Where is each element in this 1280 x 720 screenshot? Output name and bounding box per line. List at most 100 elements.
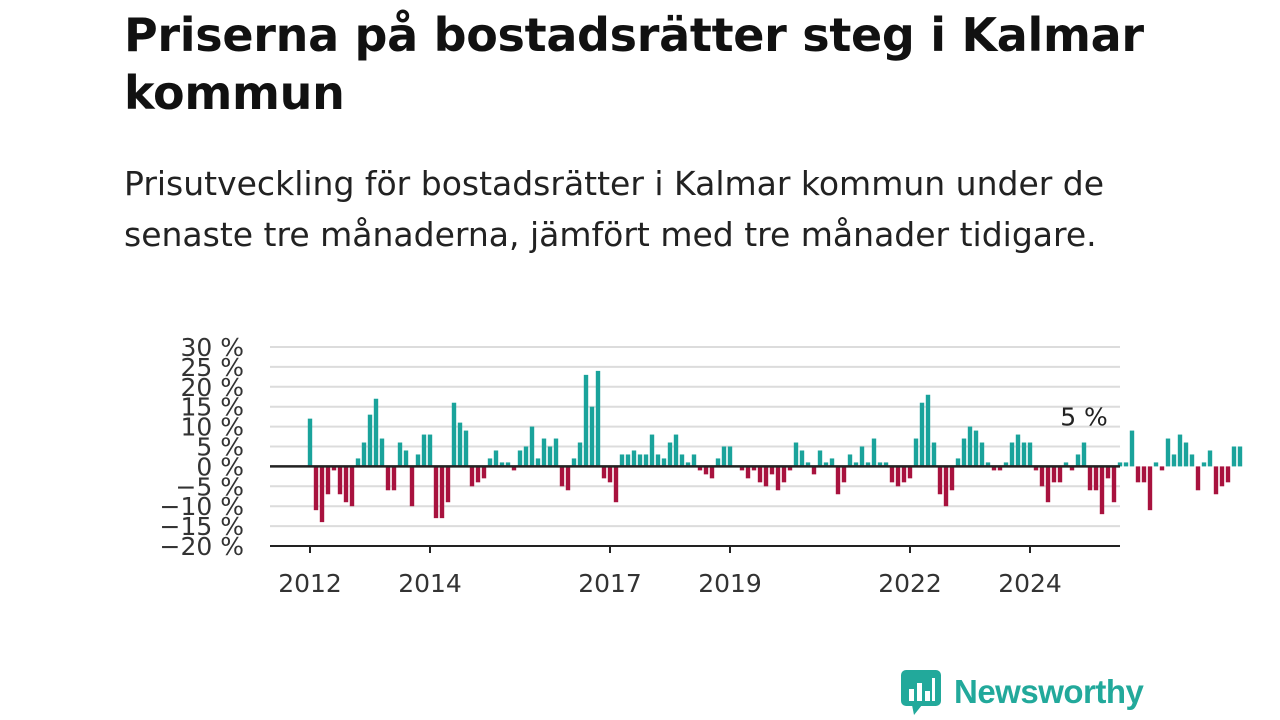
- bar-positive: [667, 442, 673, 467]
- bar-positive: [649, 434, 655, 467]
- bar-positive: [799, 450, 805, 467]
- bar-negative: [325, 466, 331, 495]
- bar-positive: [805, 462, 811, 467]
- bar-positive: [631, 450, 637, 467]
- y-tick-label: 30 %: [180, 333, 244, 362]
- bar-positive: [397, 442, 403, 467]
- bar-positive: [847, 454, 853, 467]
- bar-negative: [469, 466, 475, 487]
- bar-positive: [1117, 462, 1123, 467]
- bar-positive: [535, 458, 541, 467]
- x-tick-label: 2019: [698, 569, 762, 598]
- bar-positive: [877, 462, 883, 467]
- bar-positive: [1015, 434, 1021, 467]
- bar-positive: [403, 450, 409, 467]
- x-tick-label: 2022: [878, 569, 942, 598]
- bar-positive: [865, 462, 871, 467]
- bar-negative: [1099, 466, 1105, 515]
- bar-positive: [451, 402, 457, 467]
- bar-positive: [355, 458, 361, 467]
- bar-positive: [643, 454, 649, 467]
- bar-negative: [763, 466, 769, 487]
- bar-negative: [1045, 466, 1051, 503]
- bar-positive: [871, 438, 877, 467]
- bar-positive: [1237, 446, 1243, 467]
- bar-negative: [313, 466, 319, 511]
- bar-negative: [937, 466, 943, 495]
- bar-negative: [769, 466, 775, 475]
- bar-positive: [1201, 462, 1207, 467]
- bar-positive: [541, 438, 547, 467]
- bar-negative: [385, 466, 391, 491]
- bar-positive: [421, 434, 427, 467]
- bar-positive: [685, 462, 691, 467]
- bar-negative: [709, 466, 715, 479]
- bar-positive: [1123, 462, 1129, 467]
- bar-negative: [901, 466, 907, 483]
- bar-positive: [619, 454, 625, 467]
- bar-positive: [691, 454, 697, 467]
- bar-positive: [1189, 454, 1195, 467]
- bar-positive: [1063, 462, 1069, 467]
- bar-positive: [853, 462, 859, 467]
- bar-negative: [319, 466, 325, 523]
- bar-positive: [547, 446, 553, 467]
- bar-positive: [1153, 462, 1159, 467]
- bar-positive: [427, 434, 433, 467]
- x-tick-label: 2012: [278, 569, 342, 598]
- bar-negative: [1147, 466, 1153, 511]
- bar-positive: [655, 454, 661, 467]
- x-tick-label: 2017: [578, 569, 642, 598]
- bar-positive: [1003, 462, 1009, 467]
- bar-negative: [1141, 466, 1147, 483]
- bar-negative: [745, 466, 751, 479]
- bar-negative: [445, 466, 451, 503]
- bar-negative: [907, 466, 913, 479]
- bar-positive: [967, 426, 973, 467]
- bar-negative: [991, 466, 997, 471]
- bar-positive: [673, 434, 679, 467]
- bar-positive: [829, 458, 835, 467]
- bar-positive: [1009, 442, 1015, 467]
- bar-negative: [1057, 466, 1063, 483]
- bar-negative: [1219, 466, 1225, 487]
- bar-positive: [793, 442, 799, 467]
- bar-positive: [517, 450, 523, 467]
- bar-positive: [1021, 442, 1027, 467]
- bar-positive: [637, 454, 643, 467]
- bar-positive: [961, 438, 967, 467]
- bar-positive: [727, 446, 733, 467]
- bar-negative: [1033, 466, 1039, 471]
- bar-negative: [607, 466, 613, 483]
- bar-negative: [481, 466, 487, 479]
- bar-negative: [841, 466, 847, 483]
- bar-negative: [895, 466, 901, 487]
- bar-positive: [583, 374, 589, 467]
- bar-negative: [1111, 466, 1117, 503]
- bar-negative: [331, 466, 337, 471]
- newsworthy-logo-icon: [901, 670, 941, 715]
- bar-positive: [1075, 454, 1081, 467]
- x-tick-label: 2014: [398, 569, 462, 598]
- x-tick-label: 2024: [998, 569, 1062, 598]
- bar-positive: [913, 438, 919, 467]
- bar-negative: [1225, 466, 1231, 483]
- bar-negative: [1039, 466, 1045, 487]
- y-tick-label: 10 %: [180, 413, 244, 442]
- latest-value-label: 5 %: [1060, 403, 1108, 432]
- bar-negative: [601, 466, 607, 479]
- bar-positive: [985, 462, 991, 467]
- bar-positive: [979, 442, 985, 467]
- bar-positive: [1177, 434, 1183, 467]
- y-tick-label: −20 %: [160, 532, 244, 561]
- bar-positive: [1081, 442, 1087, 467]
- bar-positive: [379, 438, 385, 467]
- bar-positive: [367, 414, 373, 467]
- bar-negative: [703, 466, 709, 475]
- bar-positive: [307, 418, 313, 467]
- bar-chart: 30 %25 %20 %15 %10 %5 %0 %−5 %−10 %−15 %…: [160, 333, 1243, 598]
- bar-negative: [409, 466, 415, 507]
- bar-negative: [613, 466, 619, 503]
- bar-negative: [697, 466, 703, 471]
- bar-negative: [433, 466, 439, 519]
